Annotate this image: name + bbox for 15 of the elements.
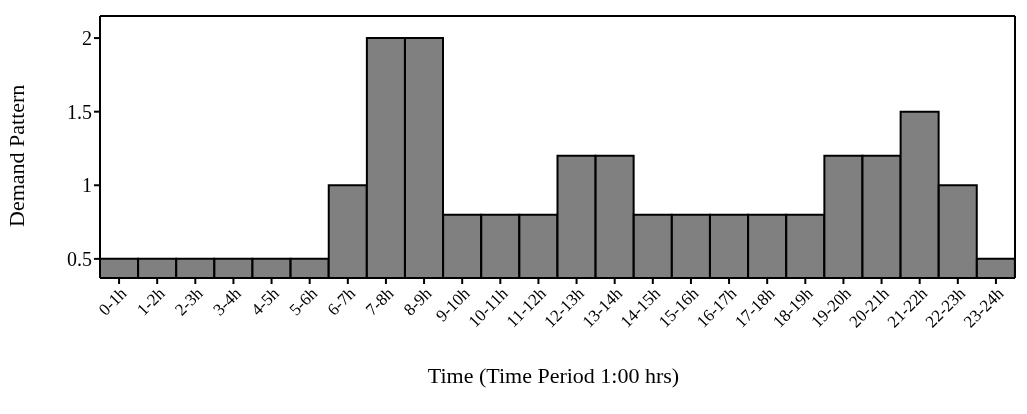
x-tick-label: 1-2h — [133, 283, 169, 320]
x-tick-label: 3-4h — [209, 283, 246, 320]
x-tick-label: 6-7h — [323, 283, 360, 320]
y-tick-label: 1.5 — [67, 100, 92, 123]
x-tick-label: 8-9h — [399, 283, 436, 320]
x-tick-label: 0-1h — [94, 283, 131, 320]
y-tick-label: 1 — [82, 174, 92, 197]
y-tick-label: 0.5 — [67, 247, 92, 270]
x-tick-label: 5-6h — [285, 283, 322, 320]
y-tick-label: 2 — [82, 27, 92, 50]
y-axis-title: Demand Pattern — [3, 84, 29, 227]
x-axis-title: Time (Time Period 1:00 hrs) — [426, 363, 681, 389]
x-tick-label: 7-8h — [361, 283, 398, 320]
x-tick-label: 4-5h — [247, 283, 284, 320]
x-tick-label: 2-3h — [171, 283, 208, 320]
